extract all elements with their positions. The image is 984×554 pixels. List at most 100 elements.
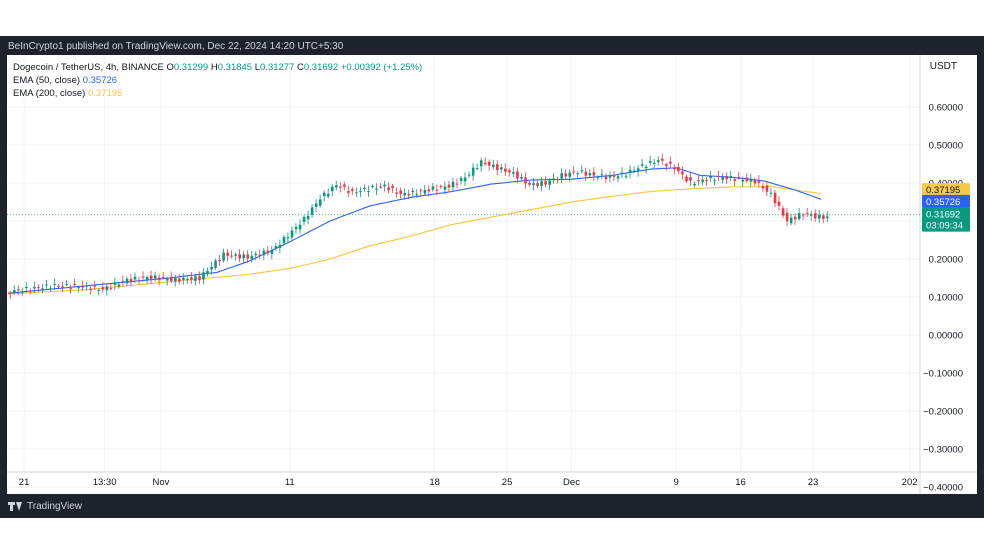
candle-body: [785, 212, 789, 222]
legend-ema200-label: EMA (200, close): [13, 88, 86, 99]
candle-body: [254, 253, 258, 256]
candle-body: [81, 285, 85, 288]
candle-body: [492, 164, 495, 168]
last-price-badge-bg: [922, 207, 970, 232]
candle-body: [399, 190, 403, 195]
candle-body: [705, 180, 708, 182]
candle-body: [701, 179, 704, 183]
candle-body: [415, 194, 419, 196]
candle-body: [536, 183, 539, 187]
candle-body: [367, 190, 370, 192]
legend-ema50-label: EMA (50, close): [13, 75, 81, 86]
y-tick-label-10: −0.40000: [923, 483, 963, 494]
candle-body: [61, 286, 64, 288]
x-tick-label-2: Nov: [152, 477, 169, 488]
candle-body: [234, 254, 237, 256]
ema200-price-badge-bg: [922, 183, 970, 197]
candle-body: [572, 171, 576, 173]
candle-body: [588, 173, 592, 176]
candle-body: [624, 175, 628, 177]
candle-body: [89, 288, 93, 291]
candle-body: [165, 278, 169, 281]
candle-body: [532, 183, 535, 186]
candle-body: [809, 214, 813, 216]
candle-body: [467, 174, 471, 176]
ema200-line: [7, 186, 822, 295]
candle-body: [685, 176, 688, 182]
candle-body: [129, 278, 133, 282]
candle-body: [475, 168, 479, 170]
y-tick-label-8: −0.20000: [923, 407, 963, 418]
candle-body: [306, 215, 310, 220]
candle-body: [214, 260, 217, 268]
candle-body: [669, 161, 672, 164]
candle-body: [761, 186, 765, 189]
candle-body: [459, 178, 463, 181]
price-chart[interactable]: 0.600000.500000.400000.300000.200000.100…: [7, 55, 977, 494]
candle-body: [250, 255, 254, 259]
legend-close-label: C: [297, 62, 304, 73]
candle-body: [351, 189, 354, 191]
y-tick-label-1: 0.50000: [929, 141, 963, 152]
candle-body: [709, 176, 712, 179]
candle-body: [640, 164, 644, 166]
candle-body: [403, 192, 407, 196]
chart-area[interactable]: 0.600000.500000.400000.300000.200000.100…: [7, 55, 977, 494]
x-tick-label-9: 23: [808, 477, 819, 488]
legend-change: +0.00392 (+1.25%): [340, 62, 423, 73]
candle-body: [262, 250, 266, 256]
candle-body: [198, 276, 201, 281]
candle-body: [793, 216, 797, 220]
candle-body: [194, 276, 197, 281]
candle-body: [717, 175, 720, 177]
candle-body: [431, 186, 435, 190]
candle-body: [516, 171, 519, 179]
ema50-price-badge: 0.35726: [926, 197, 960, 208]
candle-body: [238, 254, 242, 259]
candle-body: [797, 213, 801, 219]
candle-body: [657, 160, 660, 163]
candle-body: [137, 280, 141, 282]
candle-body: [298, 224, 302, 230]
candle-body: [33, 286, 36, 289]
candle-body: [21, 291, 24, 293]
legend-open-label: O: [166, 62, 174, 73]
y-tick-label-5: 0.10000: [929, 293, 963, 304]
candle-body: [677, 166, 680, 172]
candle-body: [411, 190, 415, 193]
last-price-badge: 0.31692: [926, 210, 960, 221]
candle-body: [439, 186, 443, 188]
tradingview-logo-icon: [8, 502, 22, 511]
candle-body: [608, 175, 612, 178]
candle-body: [343, 184, 346, 187]
candle-body: [395, 192, 398, 194]
y-tick-label-4: 0.20000: [929, 255, 963, 266]
candle-body: [105, 286, 109, 291]
candle-body: [210, 266, 213, 270]
candle-body: [447, 184, 451, 188]
candle-body: [713, 180, 716, 182]
candle-body: [801, 214, 805, 216]
candle-body: [463, 177, 467, 182]
candle-body: [93, 285, 97, 287]
candle-body: [85, 285, 89, 287]
legend-ema200-row[interactable]: EMA (200, close) 0.37195: [13, 87, 422, 100]
candle-body: [745, 177, 749, 182]
candle-body: [564, 173, 568, 177]
legend-symbol[interactable]: Dogecoin / TetherUS, 4h, BINANCE: [13, 62, 164, 73]
candle-body: [487, 161, 491, 166]
candle-body: [769, 192, 773, 194]
chart-legend: Dogecoin / TetherUS, 4h, BINANCE O0.3129…: [13, 61, 422, 100]
candle-body: [109, 288, 113, 290]
candle-body: [17, 289, 20, 291]
candle-body: [278, 244, 282, 248]
candle-body: [753, 180, 757, 184]
candle-body: [383, 184, 386, 187]
candle-body: [133, 276, 137, 280]
legend-ema50-row[interactable]: EMA (50, close) 0.35726: [13, 74, 422, 87]
candle-body: [773, 192, 777, 204]
candle-body: [616, 176, 620, 179]
chart-frame: BeInCrypto1 published on TradingView.com…: [0, 36, 984, 518]
candle-body: [117, 284, 121, 287]
x-tick-label-4: 18: [429, 477, 440, 488]
